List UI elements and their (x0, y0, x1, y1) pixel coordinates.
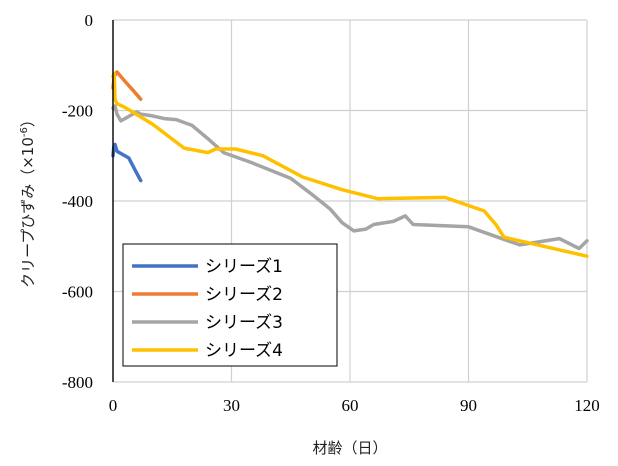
y-tick-label: -600 (62, 283, 93, 302)
series-1-line (111, 142, 143, 183)
x-tick-label: 90 (460, 396, 477, 415)
legend-label-2: シリーズ2 (205, 285, 283, 305)
y-axis-title: クリープひずみ（×10-6） (19, 112, 37, 288)
y-tick-label: -800 (62, 373, 93, 392)
tick-labels: 0 -200 -400 -600 -800 0 30 60 90 120 (62, 11, 600, 415)
series-lines (111, 70, 589, 258)
x-tick-label: 60 (342, 396, 359, 415)
y-axis-title-superscript: -6 (19, 127, 30, 137)
y-tick-label: -400 (62, 192, 93, 211)
legend-label-3: シリーズ3 (205, 313, 283, 333)
y-tick-label: -200 (62, 102, 93, 121)
x-tick-label: 0 (109, 396, 118, 415)
x-axis-title: 材齢（日） (312, 439, 387, 457)
legend: シリーズ1 シリーズ2 シリーズ3 シリーズ4 (122, 243, 338, 367)
y-axis-title-suffix: ） (19, 112, 37, 127)
x-tick-label: 30 (223, 396, 240, 415)
y-axis-title-main: クリープひずみ（×10 (19, 137, 37, 288)
y-tick-label: 0 (85, 11, 94, 30)
legend-label-1: シリーズ1 (205, 257, 283, 277)
legend-label-4: シリーズ4 (205, 341, 283, 361)
x-tick-label: 120 (574, 396, 600, 415)
series-4-line (111, 71, 589, 258)
